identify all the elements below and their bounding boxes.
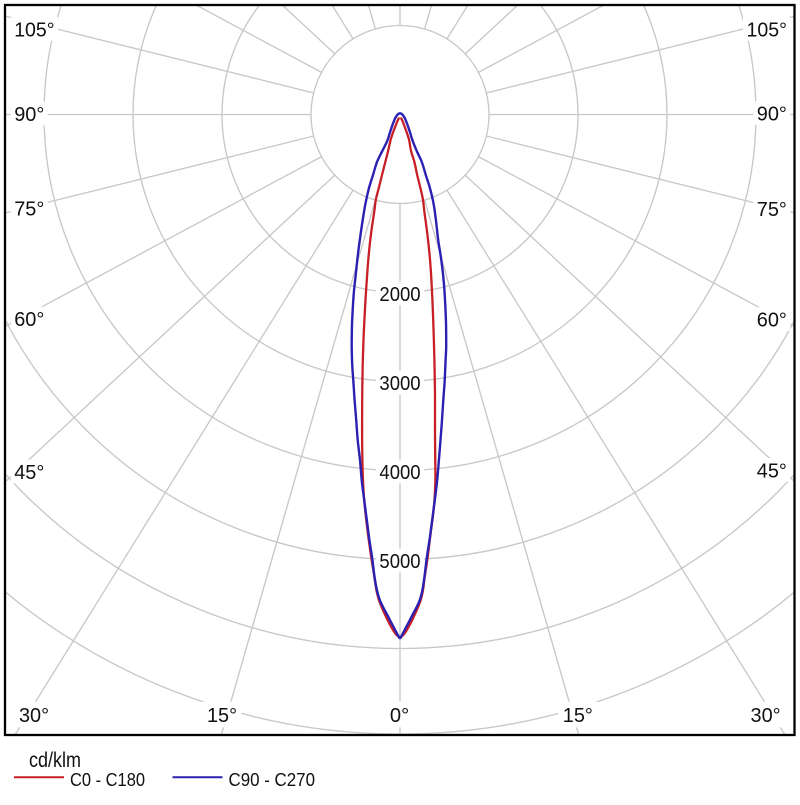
svg-text:60°: 60°: [757, 309, 787, 331]
svg-text:105°: 105°: [14, 19, 54, 41]
svg-text:cd/klm: cd/klm: [29, 749, 81, 772]
svg-text:15°: 15°: [207, 705, 237, 727]
svg-text:30°: 30°: [751, 705, 781, 727]
svg-text:3000: 3000: [379, 373, 420, 395]
svg-text:0°: 0°: [390, 705, 409, 727]
svg-text:15°: 15°: [563, 705, 593, 727]
svg-text:30°: 30°: [19, 705, 49, 727]
svg-text:90°: 90°: [757, 103, 787, 125]
svg-text:C90 - C270: C90 - C270: [229, 770, 316, 790]
svg-text:4000: 4000: [379, 462, 420, 484]
svg-text:60°: 60°: [14, 309, 44, 331]
svg-text:75°: 75°: [757, 199, 787, 221]
svg-text:C0 - C180: C0 - C180: [70, 770, 145, 790]
svg-text:90°: 90°: [14, 104, 44, 126]
svg-text:2000: 2000: [379, 284, 420, 306]
svg-text:5000: 5000: [379, 551, 420, 573]
svg-text:105°: 105°: [747, 19, 787, 41]
svg-text:45°: 45°: [14, 462, 44, 484]
svg-text:45°: 45°: [757, 460, 787, 482]
svg-text:75°: 75°: [14, 198, 44, 220]
